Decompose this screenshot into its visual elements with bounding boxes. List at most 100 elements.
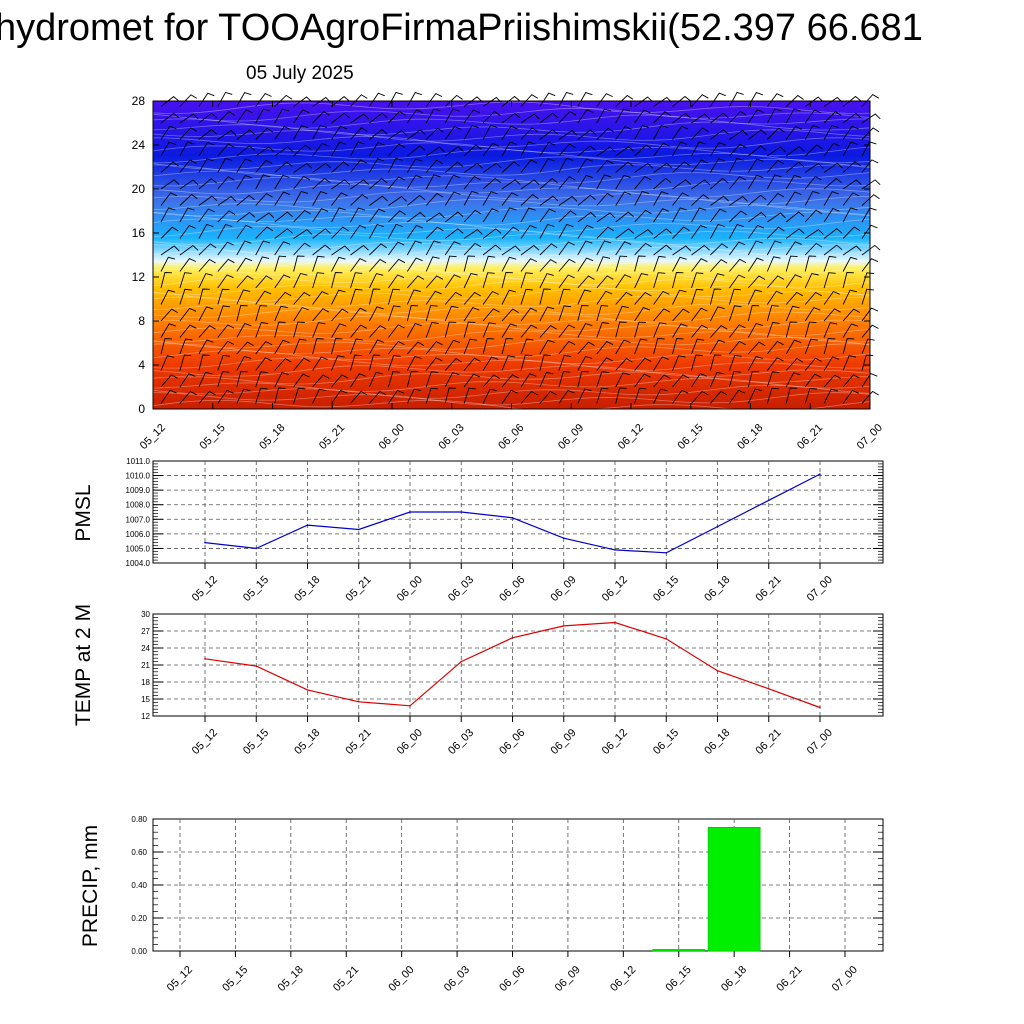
wind-barb [160, 355, 175, 371]
wind-barb [672, 125, 689, 140]
wind-barb [482, 388, 497, 404]
y-tick-label: 1011.0 [126, 457, 150, 466]
wind-barb [823, 356, 840, 371]
y-tick-label: 24 [141, 644, 150, 653]
wind-barb [558, 223, 574, 239]
wind-barb [406, 257, 423, 272]
wind-barb [425, 371, 439, 388]
contour-line [152, 184, 871, 198]
y-tick-label: 20 [132, 182, 146, 196]
x-tick-label: 06_15 [664, 964, 694, 994]
wind-barb [691, 194, 710, 206]
wind-barb [388, 110, 406, 124]
wind-barb [406, 323, 422, 338]
wind-barb [558, 258, 576, 272]
wind-barb [558, 129, 578, 140]
wind-barb [785, 372, 801, 388]
wind-barb [179, 224, 196, 239]
wind-barb [766, 371, 780, 388]
wind-barb [596, 240, 612, 256]
wind-barb [179, 207, 195, 223]
wind-barb [710, 390, 728, 404]
wind-barb [425, 290, 442, 305]
wind-barb [823, 290, 840, 305]
wind-barb [274, 387, 286, 404]
wind-barb [842, 272, 854, 289]
data-point [563, 537, 565, 539]
wind-barb [539, 259, 557, 272]
wind-barb [444, 305, 459, 322]
wind-barb [274, 146, 294, 157]
wind-barb [653, 208, 670, 223]
x-tick-label: 05_15 [241, 727, 271, 757]
wind-barb [729, 143, 747, 157]
y-tick-label: 12 [141, 712, 150, 721]
wind-barb [634, 96, 654, 107]
wind-barb [861, 373, 878, 388]
forecast-date: 05 July 2025 [246, 63, 354, 84]
wind-barb [217, 324, 235, 338]
wind-barb [236, 289, 251, 305]
wind-barb [369, 195, 388, 206]
wind-barb [691, 307, 708, 322]
x-tick-label: 05_12 [165, 964, 195, 994]
wind-barb [425, 240, 441, 256]
wind-barb [539, 354, 551, 371]
wind-barb [274, 305, 288, 322]
wind-barb [729, 210, 747, 223]
wind-barb [312, 338, 324, 355]
wind-barb [615, 228, 634, 239]
wind-barb [331, 112, 350, 124]
wind-barb [217, 354, 231, 371]
wind-barb [406, 109, 424, 124]
wind-barb [823, 244, 843, 256]
x-tick-label: 05_21 [344, 574, 374, 604]
wind-barb [274, 126, 291, 140]
wind-barb [558, 371, 571, 388]
wind-barb [350, 354, 362, 371]
wind-barb [217, 340, 235, 355]
wind-barb [236, 371, 248, 388]
wind-barb [331, 389, 348, 404]
x-tick-label: 06_15 [651, 574, 681, 604]
wind-barb [804, 96, 824, 107]
wind-barb [785, 305, 800, 322]
wind-barb [785, 321, 798, 338]
wind-barb [653, 124, 669, 140]
wind-barb [558, 324, 576, 338]
contour-line [152, 365, 871, 377]
wind-barb [539, 112, 559, 124]
wind-barb [653, 142, 670, 157]
wind-barb [672, 179, 692, 190]
wind-barb [766, 256, 781, 272]
wind-barb [425, 174, 441, 190]
wind-barb [691, 113, 711, 124]
wind-barb [501, 256, 517, 272]
wind-barb [255, 357, 272, 371]
wind-barb [539, 178, 558, 190]
wind-barb [728, 288, 742, 305]
wind-barb [672, 256, 687, 272]
wind-barb [179, 159, 197, 173]
wind-barb [747, 371, 760, 388]
wind-barb [463, 321, 476, 338]
wind-barb [425, 159, 444, 173]
wind-barb [331, 192, 348, 206]
wind-barb [160, 179, 180, 190]
wind-barb [558, 274, 575, 289]
wind-barb [596, 305, 609, 322]
wind-barb [179, 94, 198, 107]
data-point [563, 625, 565, 627]
wind-barb [558, 389, 575, 404]
wind-barb [406, 371, 419, 388]
wind-barb [861, 179, 881, 190]
wind-barb [539, 195, 559, 206]
wind-barb [482, 244, 502, 256]
wind-barb [217, 288, 230, 305]
wind-barb [634, 255, 646, 272]
wind-barb [501, 112, 521, 124]
wind-barb [198, 141, 215, 157]
wind-barb [691, 127, 709, 140]
wind-barb [388, 91, 403, 107]
